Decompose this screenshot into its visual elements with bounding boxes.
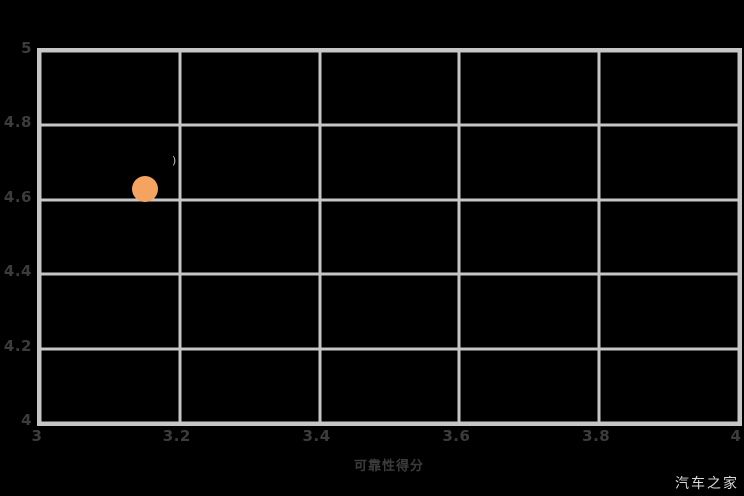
watermark-autohome: 汽车之家 [675,476,739,492]
x-tick-label: 3 [31,427,43,445]
gridline-horizontal [40,272,739,276]
gridline-vertical [457,51,461,423]
scatter-point-rating-point [131,175,158,202]
gridline-vertical [597,51,601,423]
gridline-horizontal [40,421,739,425]
y-tick-label: 4.6 [3,187,32,206]
y-tick-label: 4.2 [3,336,32,355]
x-tick-label: 3.2 [162,427,191,445]
gridline-horizontal [40,347,739,351]
gridline-vertical [178,51,182,423]
y-tick-label: 4.4 [3,262,32,281]
plot-area [37,48,742,426]
x-tick-label: 4 [730,427,742,445]
x-tick-label: 3.4 [302,427,331,445]
gridline-horizontal [40,49,739,53]
y-tick-label: 5 [21,39,32,57]
stray-glyph-artifact: ) [172,154,177,167]
gridline-vertical [318,51,322,423]
x-tick-label: 3.6 [442,427,471,445]
y-tick-label: 4.8 [3,113,32,132]
y-tick-label: 4 [21,411,32,429]
x-tick-label: 3.8 [582,427,611,445]
gridline-vertical [38,51,42,423]
gridline-horizontal [40,123,739,127]
gridline-horizontal [40,198,739,202]
x-axis-title: 可靠性得分 [353,459,425,474]
gridline-vertical [737,51,741,423]
